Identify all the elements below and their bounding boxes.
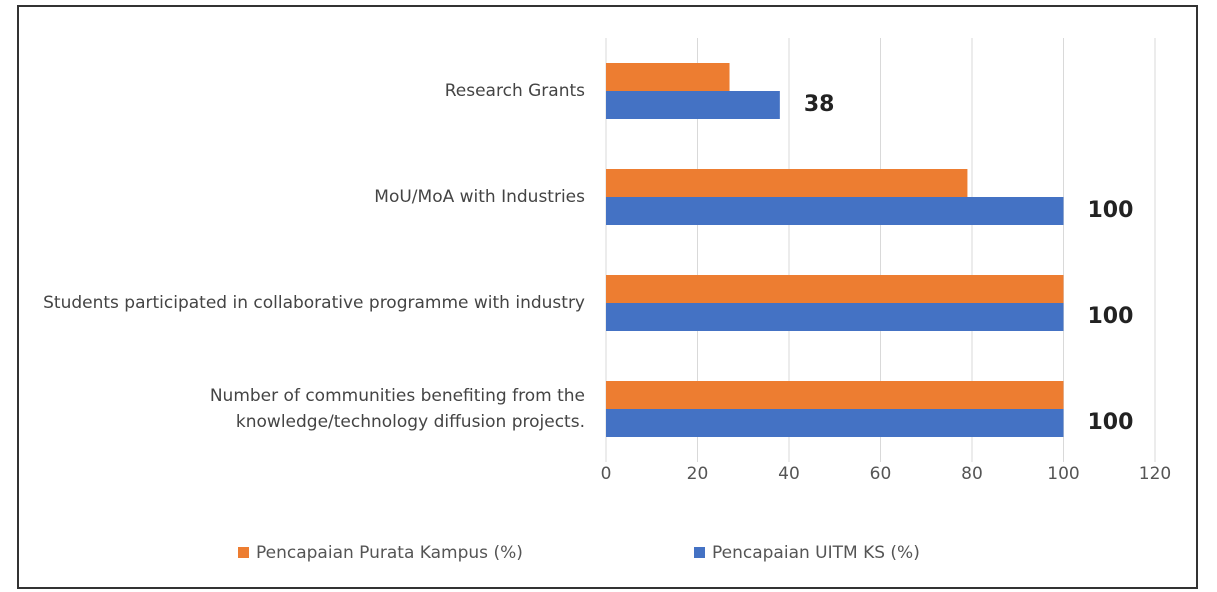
x-tick-label: 40	[778, 464, 800, 484]
x-tick-label: 80	[961, 464, 983, 484]
x-tick-label: 0	[601, 464, 612, 484]
bar	[606, 169, 968, 197]
x-tick-label: 100	[1047, 464, 1079, 484]
data-label: 100	[1088, 304, 1134, 329]
category-label: MoU/MoA with Industries	[374, 187, 585, 207]
x-tick-label: 20	[687, 464, 709, 484]
bar	[606, 63, 730, 91]
category-label: Number of communities benefiting from th…	[209, 386, 585, 432]
category-label: Research Grants	[444, 81, 585, 101]
legend-label: Pencapaian Purata Kampus (%)	[256, 543, 523, 563]
data-label: 100	[1088, 198, 1134, 223]
bar	[606, 381, 1064, 409]
x-tick-label: 60	[870, 464, 892, 484]
bar	[606, 409, 1064, 437]
frame	[17, 5, 1198, 589]
x-tick-label: 120	[1139, 464, 1171, 484]
legend-swatch	[694, 547, 705, 558]
bar	[606, 275, 1064, 303]
category-label: Students participated in collaborative p…	[43, 293, 585, 313]
data-label: 38	[804, 92, 835, 117]
bar	[606, 91, 780, 119]
data-label: 100	[1088, 410, 1134, 435]
legend-label: Pencapaian UITM KS (%)	[712, 543, 920, 563]
bar	[606, 303, 1064, 331]
bar	[606, 197, 1064, 225]
legend-swatch	[238, 547, 249, 558]
